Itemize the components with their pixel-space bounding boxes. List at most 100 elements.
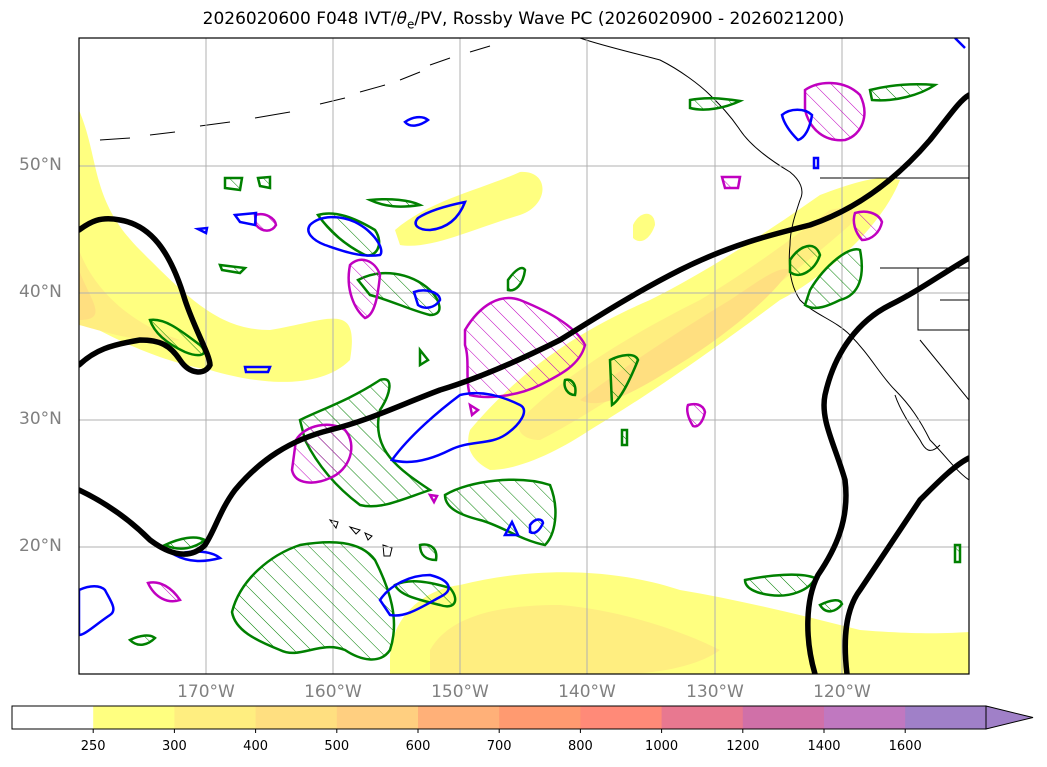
- theta-e-contour: [148, 318, 206, 357]
- colorbar-segment: [12, 706, 94, 729]
- rossby-contour-east: [805, 255, 969, 674]
- colorbar-segment: [905, 706, 987, 729]
- colorbar-tick-label: 800: [567, 739, 593, 754]
- theta-e-contour: [223, 176, 244, 192]
- colorbar-segment: [418, 706, 500, 729]
- lon-label-120w: 120°W: [813, 682, 871, 702]
- blue-contour: [502, 519, 520, 537]
- theta-e-contour: [230, 541, 396, 661]
- lon-label-130w: 130°W: [686, 682, 744, 702]
- blue-contour: [528, 518, 545, 535]
- theta-e-contour: [620, 428, 629, 447]
- lon-label-170w: 170°W: [177, 682, 235, 702]
- lat-label-50n: 50°N: [19, 155, 62, 175]
- colorbar-segment: [742, 706, 825, 729]
- pv-contour: [468, 402, 481, 418]
- colorbar-tick-label: 1000: [645, 739, 679, 754]
- colorbar-segment: [824, 706, 906, 729]
- colorbar-segment: [580, 706, 663, 729]
- lat-label-20n: 20°N: [19, 536, 62, 556]
- chart-title: 2026020600 F048 IVT/θe/PV, Rossby Wave P…: [202, 9, 845, 32]
- theta-e-contour: [953, 543, 962, 564]
- pv-contour: [720, 175, 742, 190]
- lon-label-140w: 140°W: [558, 682, 616, 702]
- theta-e-contour: [418, 543, 438, 562]
- rossby-contour-trough: [79, 216, 213, 375]
- blue-contour: [414, 200, 467, 232]
- colorbar-segment: [255, 706, 338, 729]
- colorbar: [11, 705, 1034, 733]
- pv-contour: [852, 210, 884, 242]
- theta-e-contour: [315, 212, 381, 257]
- colorbar-tick-label: 300: [161, 739, 187, 754]
- theta-e-contour: [506, 266, 527, 292]
- hawaii-islands: [328, 519, 393, 557]
- colorbar-segment: [661, 706, 744, 729]
- theta-e-contours: [127, 82, 962, 661]
- theta-e-contour: [818, 599, 844, 613]
- blue-contour: [780, 108, 814, 142]
- ivt-band-400: [79, 270, 96, 320]
- theta-e-contour: [443, 478, 557, 547]
- theta-e-contour: [563, 378, 577, 397]
- pv-contour: [347, 258, 382, 320]
- blue-contour: [389, 391, 526, 464]
- blue-contour: [954, 38, 966, 49]
- theta-e-contour: [418, 346, 430, 368]
- colorbar-segment: [499, 706, 581, 729]
- theta-e-contour: [218, 263, 248, 275]
- colorbar-tick-label: 700: [486, 739, 512, 754]
- theta-e-contour: [393, 580, 457, 608]
- blue-contour: [79, 585, 115, 637]
- colorbar-tick-label: 400: [243, 739, 268, 754]
- blue-contour: [403, 115, 431, 127]
- colorbar-tick-label: 600: [405, 739, 431, 754]
- colorbar-frame: [11, 705, 987, 730]
- colorbar-tick-label: 1400: [807, 739, 841, 754]
- pv-contour: [146, 581, 182, 603]
- colorbar-extend-arrow: [985, 705, 1034, 730]
- blue-contour: [243, 365, 272, 374]
- theta-e-contour: [256, 175, 272, 190]
- lon-label-160w: 160°W: [304, 682, 362, 702]
- theta-e-contour: [365, 197, 425, 208]
- lat-label-40n: 40°N: [19, 282, 62, 302]
- ivt-band-250: [79, 110, 352, 382]
- pv-contour: [685, 402, 707, 428]
- colorbar-tick-label: 1200: [726, 739, 760, 754]
- blue-contour: [378, 573, 450, 617]
- lat-label-30n: 30°N: [19, 409, 62, 429]
- pv-contour: [427, 493, 439, 505]
- rossby-contour-main: [79, 92, 969, 557]
- colorbar-segment: [336, 706, 419, 729]
- theta-e-contour: [743, 573, 817, 597]
- ivt-band-300: [79, 250, 180, 342]
- theta-e-contour: [688, 96, 745, 111]
- colorbar-tick-label: 500: [324, 739, 350, 754]
- theta-e-contour: [788, 244, 822, 277]
- colorbar-tick-label: 1600: [888, 739, 922, 754]
- ivt-band-300: [518, 207, 854, 440]
- rossby-contour-southeast: [842, 455, 969, 674]
- ivt-band-300: [430, 605, 720, 674]
- pv-contour: [253, 213, 278, 232]
- rossby-wave-pc-contours: [79, 92, 969, 674]
- theta-e-contour: [127, 634, 157, 646]
- pv-contour: [803, 81, 866, 142]
- blue-contour: [193, 226, 209, 235]
- theta-e-contour: [868, 82, 939, 102]
- lon-label-150w: 150°W: [431, 682, 489, 702]
- ivt-shading: [79, 110, 969, 674]
- theta-e-contour: [803, 248, 864, 310]
- colorbar-segment: [93, 706, 175, 729]
- blue-contour: [307, 215, 383, 257]
- baja-peninsula: [894, 394, 941, 451]
- blue-contours: [79, 38, 966, 637]
- alaska-coast: [579, 38, 803, 201]
- blue-contour: [412, 289, 442, 309]
- blue-contour: [812, 156, 820, 170]
- colorbar-segment: [174, 706, 257, 729]
- ivt-band-250: [633, 213, 655, 242]
- theta-e-contour: [608, 353, 640, 408]
